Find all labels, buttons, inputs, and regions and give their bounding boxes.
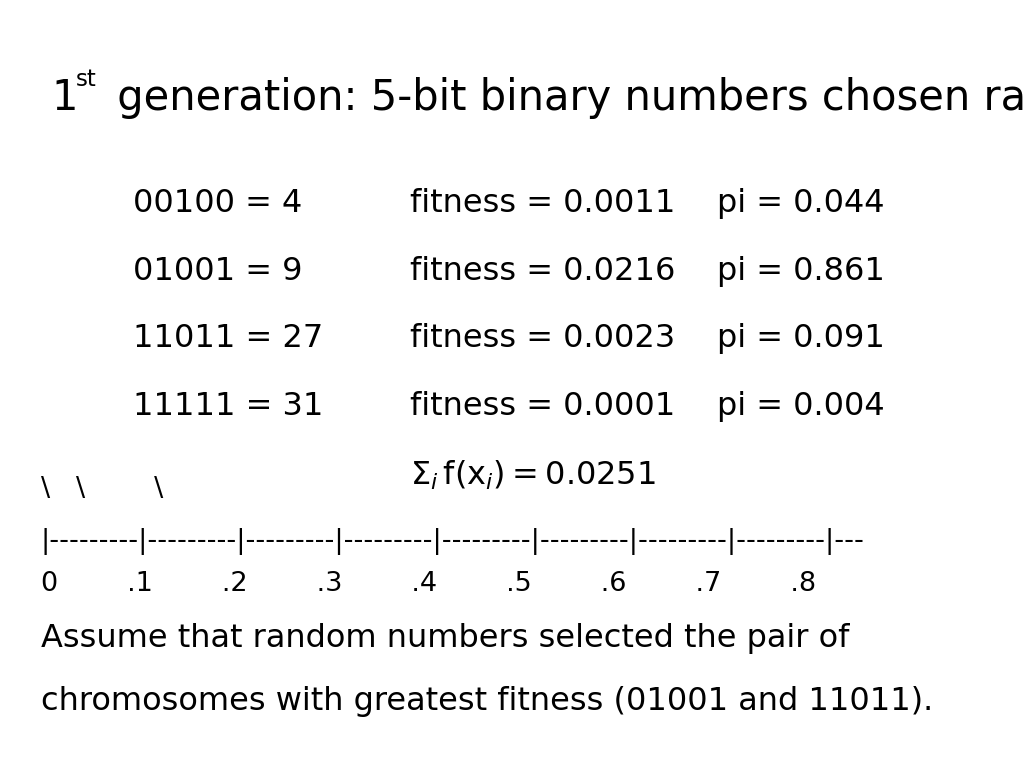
Text: Assume that random numbers selected the pair of: Assume that random numbers selected the …: [41, 623, 849, 654]
Text: fitness = 0.0216: fitness = 0.0216: [410, 256, 675, 286]
Text: generation: 5-bit binary numbers chosen randomly: generation: 5-bit binary numbers chosen …: [104, 77, 1024, 119]
Text: 1: 1: [51, 77, 78, 119]
Text: pi = 0.861: pi = 0.861: [717, 256, 885, 286]
Text: 0        .1        .2        .3        .4        .5        .6        .7        .: 0 .1 .2 .3 .4 .5 .6 .7 .: [41, 571, 816, 597]
Text: chromosomes with greatest fitness (01001 and 11011).: chromosomes with greatest fitness (01001…: [41, 686, 933, 717]
Text: 01001 = 9: 01001 = 9: [133, 256, 303, 286]
Text: 00100 = 4: 00100 = 4: [133, 188, 302, 219]
Text: fitness = 0.0011: fitness = 0.0011: [410, 188, 675, 219]
Text: pi = 0.004: pi = 0.004: [717, 391, 885, 422]
Text: st: st: [76, 68, 96, 91]
Text: \   \        \: \ \ \: [41, 476, 163, 502]
Text: $\Sigma_i\/$$\mathrm{f(x}_i\mathrm{) = 0.0251}$: $\Sigma_i\/$$\mathrm{f(x}_i\mathrm{) = 0…: [410, 458, 655, 492]
Text: pi = 0.044: pi = 0.044: [717, 188, 885, 219]
Text: |---------|---------|---------|---------|---------|---------|---------|---------: |---------|---------|---------|---------…: [41, 528, 865, 555]
Text: 11011 = 27: 11011 = 27: [133, 323, 324, 354]
Text: fitness = 0.0023: fitness = 0.0023: [410, 323, 675, 354]
Text: pi = 0.091: pi = 0.091: [717, 323, 885, 354]
Text: 11111 = 31: 11111 = 31: [133, 391, 324, 422]
Text: fitness = 0.0001: fitness = 0.0001: [410, 391, 675, 422]
